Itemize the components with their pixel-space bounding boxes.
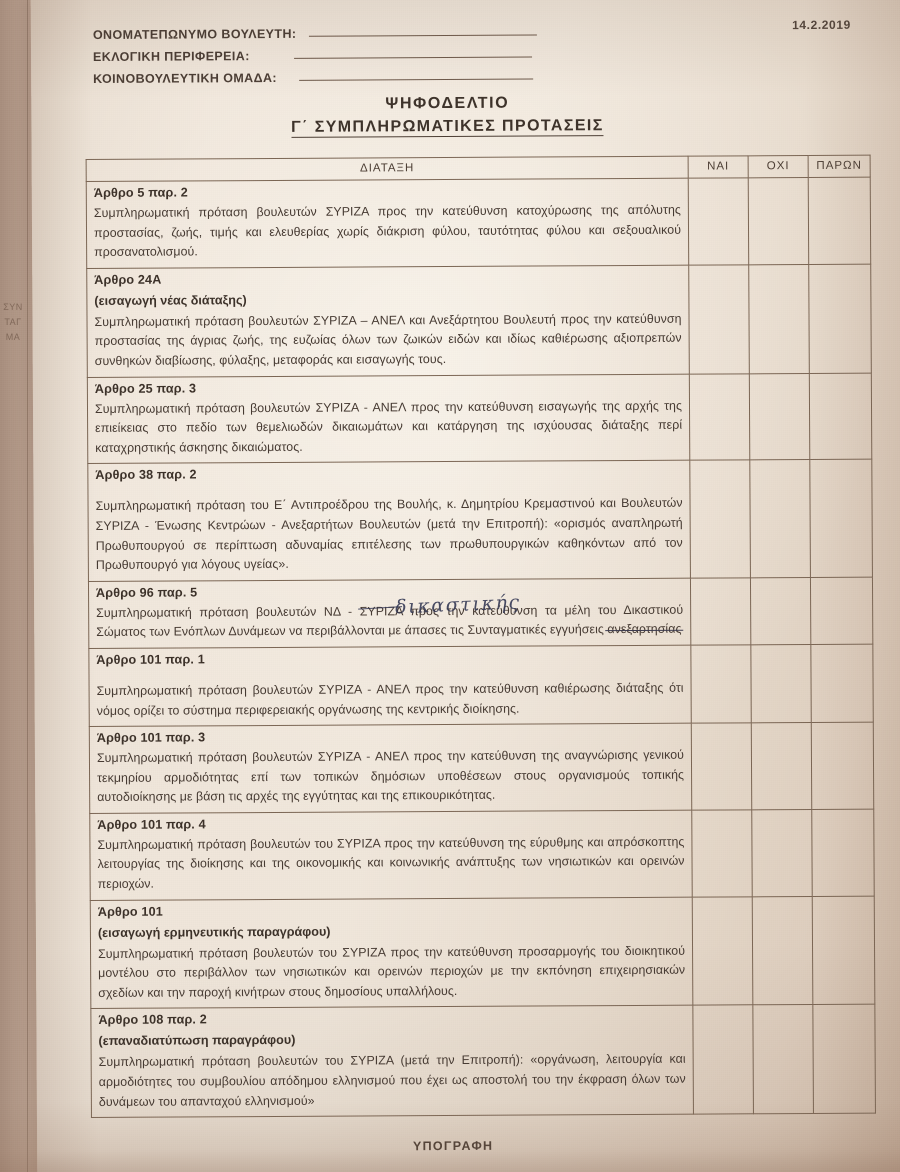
vote-cell-no[interactable]: [751, 809, 813, 897]
ballot-table-wrap: ΔΙΑΤΑΞΗ ΝΑΙ ΟΧΙ ΠΑΡΩΝ Άρθρο 5 παρ. 2 Συμ…: [86, 155, 876, 1119]
provision-text: Συμπληρωματική πρόταση του Ε΄ Αντιπροέδρ…: [95, 496, 683, 573]
article-subtitle: (εισαγωγή νέας διάταξης): [94, 292, 247, 308]
table-row: Άρθρο 101 (εισαγωγή ερμηνευτικής παραγρά…: [90, 895, 875, 1009]
vote-cell-yes[interactable]: [690, 644, 752, 724]
article-title: Άρθρο 101 παρ. 1: [96, 652, 205, 667]
vote-cell-yes[interactable]: [688, 264, 750, 374]
vote-cell-no[interactable]: [752, 1004, 814, 1115]
vote-cell-present[interactable]: [811, 722, 874, 810]
vote-cell-no[interactable]: [749, 373, 810, 461]
field-constituency-line[interactable]: [293, 56, 532, 59]
edge-artifact-text: ΣΥΝΤΑΓΜΑ: [3, 302, 23, 342]
vote-cell-present[interactable]: [812, 895, 875, 1005]
provision-text: Συμπληρωματική πρόταση βουλευτών ΣΥΡΙΖΑ …: [93, 202, 682, 260]
vote-cell-no[interactable]: [750, 577, 811, 645]
field-constituency-label: ΕΚΛΟΓΙΚΗ ΠΕΡΙΦΕΡΕΙΑ:: [93, 49, 250, 64]
vote-cell-no[interactable]: [752, 896, 813, 1006]
vote-cell-yes[interactable]: [690, 577, 751, 646]
vote-cell-yes[interactable]: [689, 373, 750, 461]
field-member-name-line[interactable]: [308, 34, 537, 37]
struck-word: ανεξαρτησίας: [607, 622, 682, 637]
provision-cell: Άρθρο 101 παρ. 4 Συμπληρωματική πρόταση …: [89, 810, 693, 901]
background-crease-line: [27, 0, 28, 1172]
vote-cell-present[interactable]: [808, 177, 871, 265]
column-header-no: ΟΧΙ: [748, 155, 809, 178]
field-parliamentary-group[interactable]: ΚΟΙΝΟΒΟΥΛΕΥΤΙΚΗ ΟΜΑΔΑ:: [93, 61, 693, 86]
table-row: Άρθρο 101 παρ. 3 Συμπληρωματική πρόταση …: [89, 722, 874, 814]
article-title: Άρθρο 24Α: [94, 272, 162, 287]
vote-cell-yes[interactable]: [691, 722, 752, 811]
field-parliamentary-group-line[interactable]: [298, 78, 533, 81]
table-row: Άρθρο 24Α (εισαγωγή νέας διάταξης) Συμπλ…: [86, 263, 872, 378]
vote-cell-no[interactable]: [749, 459, 811, 578]
provision-cell: Άρθρο 24Α (εισαγωγή νέας διάταξης) Συμπλ…: [86, 264, 690, 378]
provision-cell: Άρθρο 101 (εισαγωγή ερμηνευτικής παραγρά…: [90, 896, 693, 1009]
provision-text: Συμπληρωματική πρόταση βουλευτών ΣΥΡΙΖΑ …: [94, 398, 683, 455]
provision-cell: Άρθρο 25 παρ. 3 Συμπληρωματική πρόταση β…: [87, 373, 690, 464]
article-title: Άρθρο 101: [97, 904, 163, 919]
table-row: Άρθρο 5 παρ. 2 Συμπληρωματική πρόταση βο…: [86, 177, 871, 269]
vote-cell-present[interactable]: [810, 576, 873, 645]
table-row: Άρθρο 101 παρ. 4 Συμπληρωματική πρόταση …: [89, 809, 875, 901]
vote-cell-yes[interactable]: [688, 177, 749, 265]
article-title: Άρθρο 38 παρ. 2: [95, 467, 197, 483]
vote-cell-no[interactable]: [750, 644, 812, 723]
vote-cell-present[interactable]: [810, 644, 874, 723]
table-row: Άρθρο 38 παρ. 2 Συμπληρωματική πρόταση τ…: [87, 459, 873, 582]
field-parliamentary-group-label: ΚΟΙΝΟΒΟΥΛΕΥΤΙΚΗ ΟΜΑΔΑ:: [93, 70, 277, 86]
provision-text: Συμπληρωματική πρόταση βουλευτών του ΣΥΡ…: [98, 1052, 686, 1109]
provision-text: Συμπληρωματική πρόταση βουλευτών ΣΥΡΙΖΑ …: [96, 747, 685, 805]
vote-cell-present[interactable]: [809, 459, 873, 578]
vote-cell-present[interactable]: [808, 263, 872, 374]
provision-text: Συμπληρωματική πρόταση βουλευτών του ΣΥΡ…: [97, 834, 685, 892]
column-header-yes: ΝΑΙ: [688, 155, 749, 179]
page-subtitle: Γ΄ ΣΥΜΠΛΗΡΩΜΑΤΙΚΕΣ ΠΡΟΤΑΣΕΙΣ: [0, 115, 897, 138]
article-title: Άρθρο 108 παρ. 2: [98, 1012, 207, 1028]
footer-signature-label: ΥΠΟΓΡΑΦΗ: [412, 1138, 494, 1154]
provision-cell: Άρθρο 108 παρ. 2 (επαναδιατύπωση παραγρά…: [90, 1005, 694, 1118]
page-title: ΨΗΦΟΔΕΛΤΙΟ: [385, 94, 510, 113]
header-fields: ΟΝΟΜΑΤΕΠΩΝΥΜΟ ΒΟΥΛΕΥΤΗ: ΕΚΛΟΓΙΚΗ ΠΕΡΙΦΕΡ…: [93, 17, 693, 86]
vote-cell-present[interactable]: [812, 1004, 876, 1114]
vote-cell-present[interactable]: [811, 809, 875, 897]
vote-cell-no[interactable]: [748, 177, 809, 265]
vote-cell-yes[interactable]: [689, 460, 751, 578]
document-date: 14.2.2019: [792, 17, 851, 33]
article-title: Άρθρο 101 παρ. 4: [97, 817, 206, 832]
article-title: Άρθρο 25 παρ. 3: [94, 380, 197, 396]
field-member-name-label: ΟΝΟΜΑΤΕΠΩΝΥΜΟ ΒΟΥΛΕΥΤΗ:: [92, 26, 297, 42]
vote-cell-present[interactable]: [809, 372, 872, 460]
table-row: Άρθρο 101 παρ. 1 Συμπληρωματική πρόταση …: [88, 644, 874, 727]
provision-text: Συμπληρωματική πρόταση βουλευτών ΣΥΡΙΖΑ …: [96, 680, 684, 718]
vote-cell-yes[interactable]: [692, 896, 753, 1006]
ballot-table: ΔΙΑΤΑΞΗ ΝΑΙ ΟΧΙ ΠΑΡΩΝ Άρθρο 5 παρ. 2 Συμ…: [86, 155, 876, 1119]
vote-cell-yes[interactable]: [692, 1005, 754, 1115]
table-row: Άρθρο 108 παρ. 2 (επαναδιατύπωση παραγρά…: [90, 1004, 876, 1118]
page-subtitle-text: Γ΄ ΣΥΜΠΛΗΡΩΜΑΤΙΚΕΣ ΠΡΟΤΑΣΕΙΣ: [291, 117, 604, 138]
table-row: Άρθρο 25 παρ. 3 Συμπληρωματική πρόταση β…: [87, 372, 872, 464]
vote-cell-yes[interactable]: [691, 809, 753, 897]
vote-cell-no[interactable]: [751, 722, 812, 810]
provision-text: Συμπληρωματική πρόταση βουλευτών του ΣΥΡ…: [98, 943, 686, 1000]
article-subtitle: (επαναδιατύπωση παραγράφου): [98, 1033, 296, 1049]
article-title: Άρθρο 101 παρ. 3: [96, 730, 206, 746]
article-title: Άρθρο 5 παρ. 2: [93, 185, 188, 200]
article-subtitle: (εισαγωγή ερμηνευτικής παραγράφου): [97, 924, 331, 940]
column-header-present: ΠΑΡΩΝ: [808, 155, 871, 178]
provision-cell: Άρθρο 96 παρ. 5 Συμπληρωματική πρόταση β…: [88, 577, 691, 649]
provision-cell: Άρθρο 101 παρ. 1 Συμπληρωματική πρόταση …: [88, 645, 692, 727]
provision-cell: Άρθρο 101 παρ. 3 Συμπληρωματική πρόταση …: [89, 723, 692, 814]
article-title: Άρθρο 96 παρ. 5: [95, 585, 198, 600]
provision-cell: Άρθρο 5 παρ. 2 Συμπληρωματική πρόταση βο…: [86, 178, 689, 269]
provision-cell: Άρθρο 38 παρ. 2 Συμπληρωματική πρόταση τ…: [87, 460, 691, 582]
vote-cell-no[interactable]: [748, 264, 810, 374]
provision-text: Συμπληρωματική πρόταση βουλευτών ΣΥΡΙΖΑ …: [94, 311, 682, 368]
